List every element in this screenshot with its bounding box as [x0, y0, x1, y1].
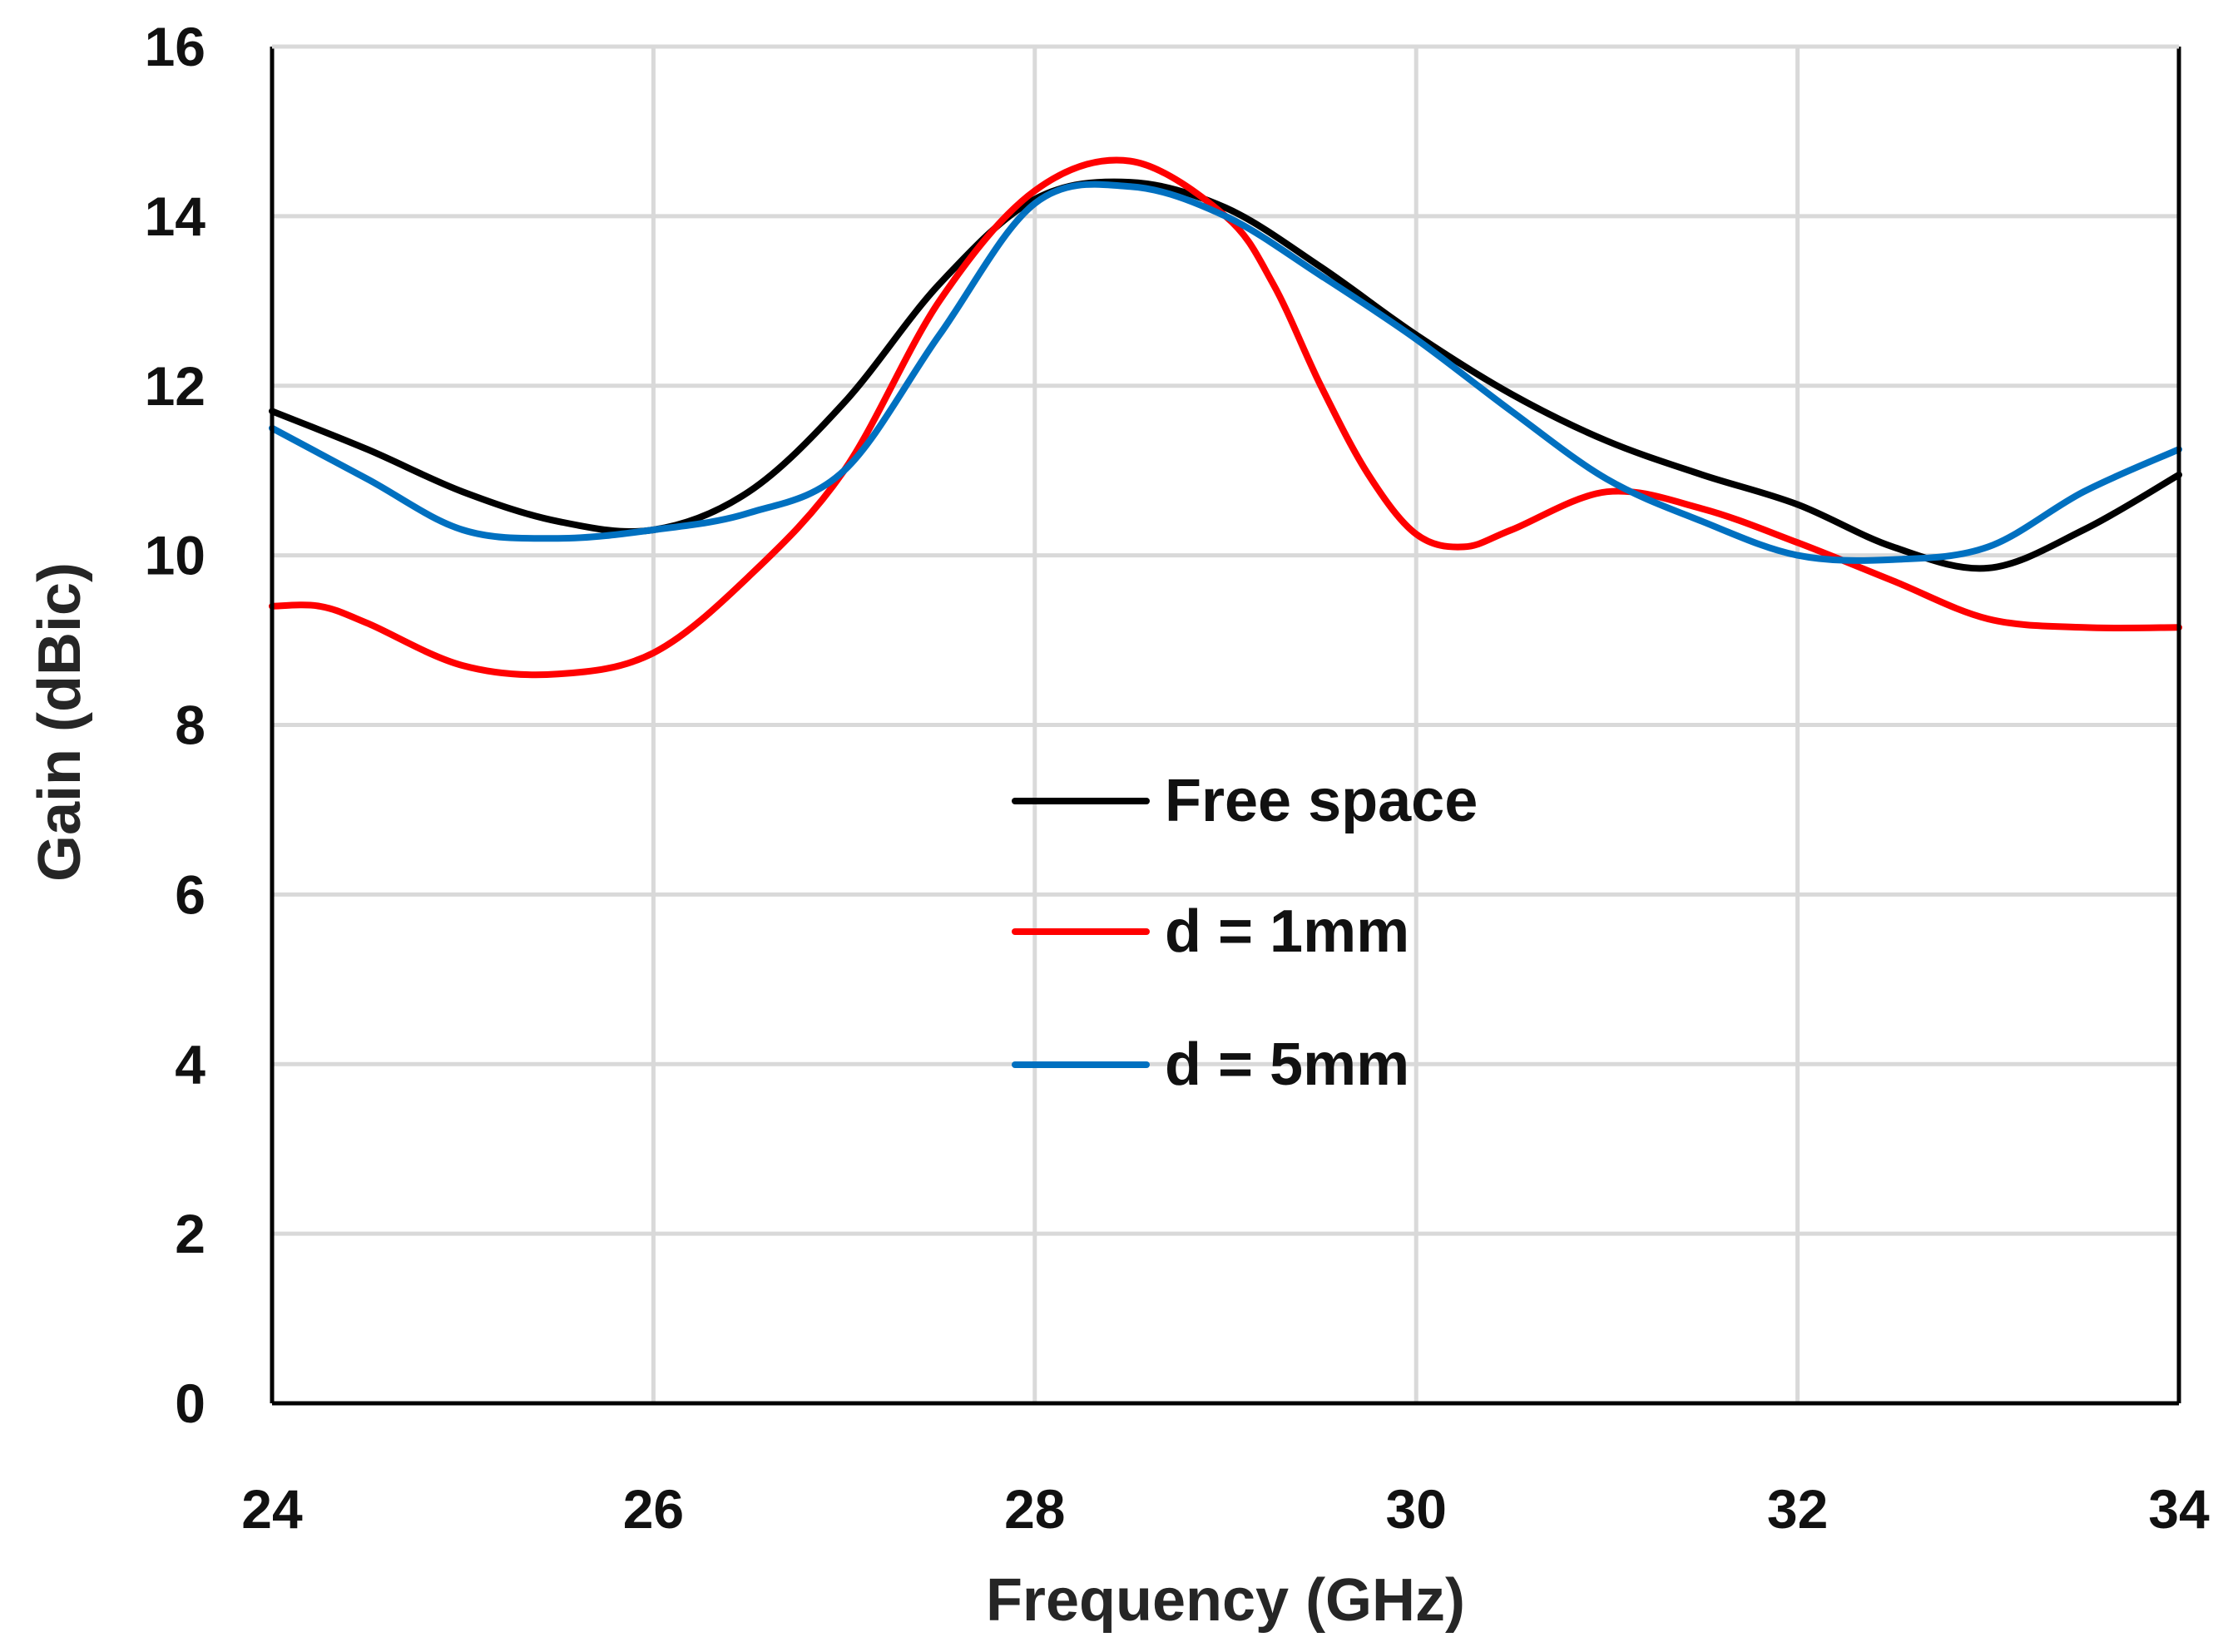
y-tick-label-12: 12 — [145, 355, 205, 417]
x-tick-label-26: 26 — [623, 1478, 684, 1540]
plot-frame — [270, 44, 2181, 1406]
x-tick-labels: 24 26 28 30 32 34 — [241, 1478, 2210, 1540]
legend-label-d-5mm: d = 5mm — [1165, 1031, 1409, 1098]
x-tick-label-32: 32 — [1767, 1478, 1828, 1540]
y-tick-labels: 0 2 4 6 8 10 12 14 16 — [145, 16, 206, 1434]
y-tick-label-0: 0 — [175, 1373, 205, 1434]
legend: Free space d = 1mm d = 5mm — [1012, 768, 1478, 1098]
series-line-free-space — [269, 178, 2182, 572]
x-tick-label-34: 34 — [2148, 1478, 2210, 1540]
y-tick-label-8: 8 — [175, 695, 205, 756]
series-line-d-1mm — [269, 156, 2182, 679]
series-lines — [269, 156, 2182, 679]
y-tick-label-14: 14 — [145, 185, 206, 247]
legend-label-d-1mm: d = 1mm — [1165, 898, 1409, 965]
x-axis-title: Frequency (GHz) — [986, 1567, 1465, 1634]
x-tick-label-24: 24 — [241, 1478, 303, 1540]
y-tick-label-10: 10 — [145, 525, 205, 586]
grid-lines — [272, 44, 2179, 1403]
y-tick-label-2: 2 — [175, 1203, 205, 1264]
y-tick-label-16: 16 — [145, 16, 205, 77]
y-tick-label-4: 4 — [175, 1033, 205, 1095]
x-tick-label-28: 28 — [1004, 1478, 1065, 1540]
y-tick-label-6: 6 — [175, 863, 205, 925]
y-axis-title: Gain (dBic) — [27, 562, 93, 882]
series-line-d-5mm — [269, 181, 2182, 564]
legend-label-free-space: Free space — [1165, 768, 1478, 834]
x-tick-label-30: 30 — [1385, 1478, 1446, 1540]
